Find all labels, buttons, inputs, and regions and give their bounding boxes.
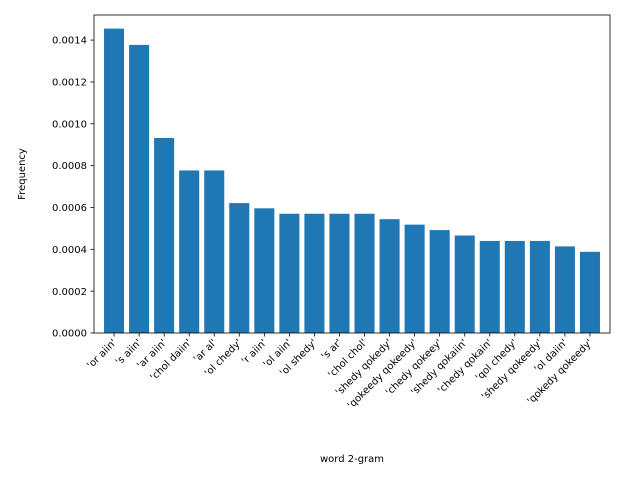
bar [279, 213, 300, 333]
bar [429, 230, 450, 333]
bar [179, 170, 200, 333]
plot-frame [93, 14, 611, 334]
bar [404, 224, 425, 333]
x-axis-ticks: 'or aiin''s aiin''ar aiin''chol daiin''a… [85, 333, 595, 411]
bar [529, 240, 550, 333]
bar [304, 213, 325, 333]
y-tick-label: 0.0002 [52, 287, 87, 298]
y-tick-label: 0.0014 [52, 36, 87, 47]
bar [154, 138, 175, 333]
y-tick-label: 0.0004 [52, 245, 87, 256]
bar [579, 251, 600, 333]
bar [129, 44, 150, 333]
bar [379, 219, 400, 333]
x-axis-label: word 2-gram [320, 454, 384, 465]
bar [204, 170, 225, 333]
y-axis-ticks: 0.0000 0.0002 0.0004 0.0006 0.0008 0.0010 0.00… [52, 36, 94, 340]
bars-group [104, 28, 600, 333]
y-axis-label: Frequency [17, 148, 28, 200]
x-tick-label: 'or aiin' [85, 337, 119, 371]
bar [554, 246, 575, 333]
bar [104, 28, 125, 333]
y-tick-label: 0.0008 [52, 161, 87, 172]
bar [229, 203, 250, 333]
y-tick-label: 0.0000 [52, 329, 87, 340]
bar [454, 235, 475, 333]
bar [504, 240, 525, 333]
y-tick-label: 0.0006 [52, 203, 87, 214]
bar [254, 208, 275, 333]
y-tick-label: 0.0012 [52, 78, 87, 89]
bar [479, 240, 500, 333]
bar [329, 213, 350, 333]
y-tick-label: 0.0010 [52, 119, 87, 130]
bar [354, 213, 375, 333]
